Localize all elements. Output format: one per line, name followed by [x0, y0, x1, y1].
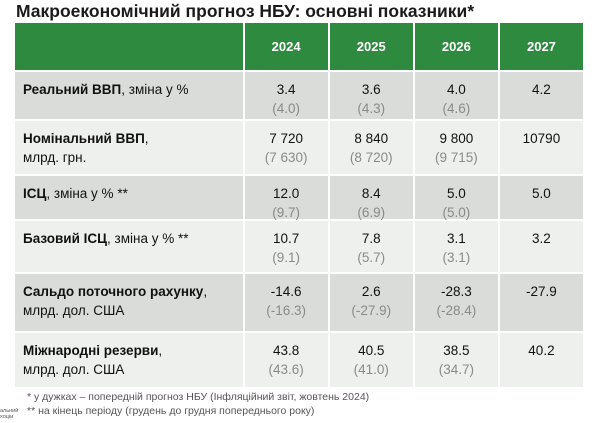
value-cell: 3.6 (4.3) [327, 72, 413, 119]
table-header: 2024 2025 2026 2027 [15, 23, 583, 72]
value-cell: 3.1 (3.1) [412, 221, 498, 272]
value-cell: 10.7 (9.1) [242, 221, 328, 272]
value-cell: -14.6 (-16.3) [242, 274, 328, 331]
value-cell: -28.3 (-28.4) [412, 274, 498, 331]
table-row: ІСЦ, зміна у % ** 12.0 (9.7) 8.4 (6.9) 5.0… [15, 176, 583, 221]
value-cell: 5.0 [497, 176, 583, 219]
value-cell: 4.2 [497, 72, 583, 119]
nbu-logo-fragment: альний хоціи [0, 408, 19, 420]
header-year-2025: 2025 [327, 23, 413, 70]
table-row: Сальдо поточного рахунку, млрд. дол. США … [15, 274, 583, 333]
row-label: ІСЦ, зміна у % ** [23, 186, 128, 201]
value-cell: 12.0 (9.7) [242, 176, 328, 220]
header-year-2024: 2024 [242, 23, 328, 70]
value-cell: 8.4 (6.9) [327, 176, 413, 220]
value-cell: 43.8 (43.6) [242, 333, 328, 387]
header-year-2026: 2026 [412, 23, 498, 70]
table-row: Міжнародні резерви, млрд. дол. США 43.8 (4… [15, 333, 583, 389]
value-cell: 3.2 [497, 221, 583, 272]
value-cell: 10790 [497, 121, 583, 174]
value-cell: 3.4 (4.0) [242, 72, 328, 119]
header-empty-cell [15, 23, 243, 70]
row-label: Міжнародні резерви, млрд. дол. США [23, 343, 163, 377]
table-row: Реальний ВВП, зміна у % 3.4 (4.0) 3.6 (4.3… [15, 72, 583, 121]
value-cell: -27.9 [497, 274, 583, 331]
table-row: Номінальний ВВП, млрд. грн. 7 720 (7 630) … [15, 121, 583, 176]
value-cell: 38.5 (34.7) [412, 333, 498, 387]
page-title: Макроекономічний прогноз НБУ: основні по… [16, 1, 475, 21]
row-label: Реальний ВВП, зміна у % [23, 82, 189, 97]
value-cell: 8 840 (8 720) [327, 121, 413, 174]
value-cell: 5.0 (5.0) [412, 176, 498, 220]
row-label: Базовий ІСЦ, зміна у % ** [23, 231, 189, 246]
footnote-end-of-period: ** на кінець періоду (грудень до грудня … [27, 405, 315, 417]
forecast-table: 2024 2025 2026 2027 Реальний ВВП, зміна … [15, 23, 583, 389]
value-cell: 9 800 (9 715) [412, 121, 498, 174]
value-cell: 2.6 (-27.9) [327, 274, 413, 331]
header-year-2027: 2027 [497, 23, 583, 70]
value-cell: 7 720 (7 630) [242, 121, 328, 174]
table-row: Базовий ІСЦ, зміна у % ** 10.7 (9.1) 7.8(… [15, 221, 583, 274]
value-cell: 40.5 (41.0) [327, 333, 413, 387]
value-cell: 4.0 (4.6) [412, 72, 498, 119]
value-cell: 40.2 [497, 333, 583, 387]
row-label: Сальдо поточного рахунку, млрд. дол. США [23, 284, 208, 318]
row-label: Номінальний ВВП, млрд. грн. [23, 131, 149, 165]
footnote-previous-forecast: * у дужках – попередній прогноз НБУ (Інф… [27, 391, 370, 403]
value-cell: 7.8 (5.7) [327, 221, 413, 272]
